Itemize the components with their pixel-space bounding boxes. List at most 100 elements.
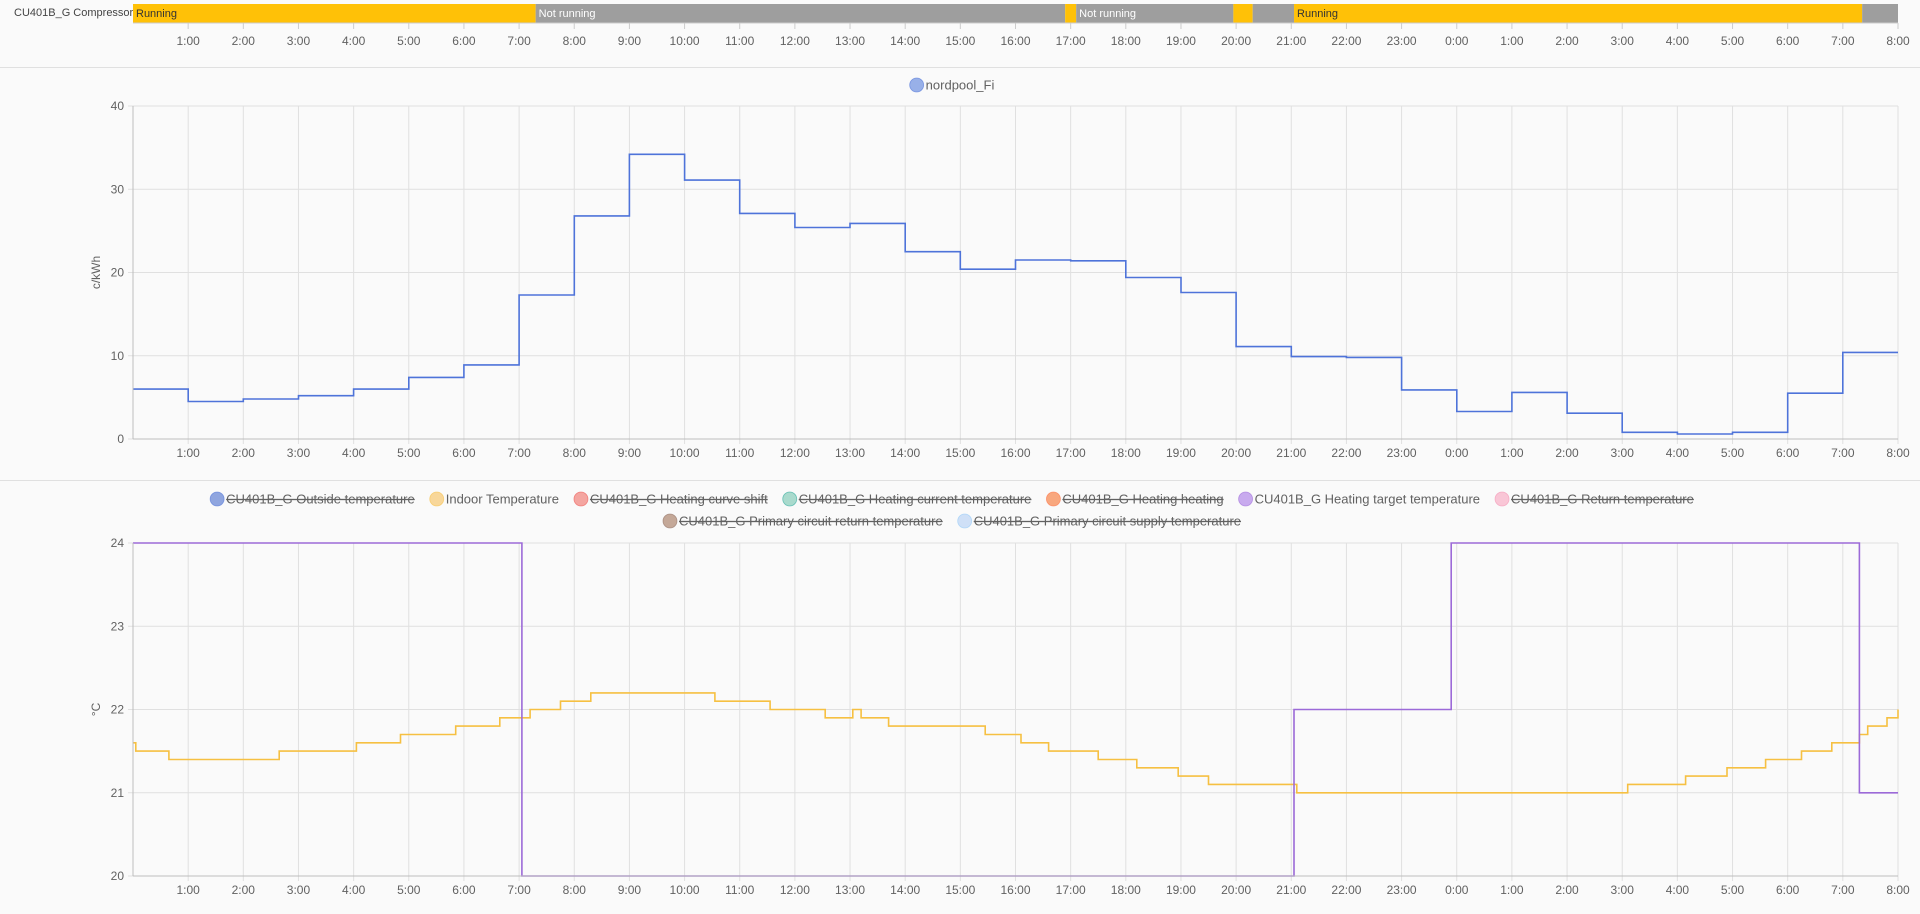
legend-item[interactable]: CU401B_G Heating curve shift	[573, 491, 768, 507]
timeline-tick-label: 19:00	[1166, 34, 1196, 48]
x-tick-label: 2:00	[232, 883, 256, 897]
x-tick-label: 7:00	[507, 883, 531, 897]
legend-swatch	[1046, 491, 1061, 507]
x-tick-label: 16:00	[1000, 446, 1030, 460]
legend-item[interactable]: CU401B_G Return temperature	[1494, 491, 1694, 507]
x-tick-label: 6:00	[452, 446, 476, 460]
x-tick-label: 20:00	[1221, 883, 1251, 897]
timeline-tick-label: 10:00	[670, 34, 700, 48]
x-tick-label: 7:00	[507, 446, 531, 460]
x-tick-label: 2:00	[1555, 446, 1579, 460]
legend-item[interactable]: CU401B_G Outside temperature	[209, 492, 415, 507]
x-tick-label: 10:00	[670, 446, 700, 460]
timeline-tick-label: 4:00	[1666, 34, 1690, 48]
legend-swatch	[662, 513, 678, 529]
x-tick-label: 5:00	[1721, 446, 1745, 460]
series-line[interactable]	[133, 153, 1898, 435]
timeline-tick-label: 23:00	[1387, 34, 1417, 48]
legend-label: CU401B_G Heating heating	[1062, 492, 1223, 507]
timeline-segment-label: Not running	[539, 8, 596, 20]
legend-swatch	[573, 491, 589, 507]
timeline-segment[interactable]	[133, 4, 536, 23]
x-tick-label: 23:00	[1387, 446, 1417, 460]
legend-swatch	[957, 513, 973, 529]
timeline-tick-label: 6:00	[452, 34, 476, 48]
timeline-tick-label: 13:00	[835, 34, 865, 48]
timeline-tick-label: 2:00	[232, 34, 256, 48]
timeline-tick-label: 20:00	[1221, 34, 1251, 48]
timeline-tick-label: 5:00	[397, 34, 421, 48]
x-tick-label: 4:00	[342, 446, 366, 460]
x-tick-label: 3:00	[1611, 883, 1635, 897]
legend-label: nordpool_Fi	[926, 78, 995, 93]
x-tick-label: 3:00	[1611, 446, 1635, 460]
x-tick-label: 3:00	[287, 446, 311, 460]
series-line[interactable]	[133, 542, 1898, 877]
legend-item[interactable]: CU401B_G Heating target temperature	[1238, 491, 1480, 507]
x-tick-label: 6:00	[1776, 883, 1800, 897]
timeline-entity-label: CU401B_G Compressor	[14, 7, 134, 19]
y-tick-label: 23	[111, 619, 125, 633]
timeline-segment[interactable]	[1076, 4, 1234, 23]
x-tick-label: 4:00	[342, 883, 366, 897]
timeline-segment[interactable]	[1862, 4, 1898, 23]
timeline-tick-label: 5:00	[1721, 34, 1745, 48]
y-tick-label: 0	[117, 432, 124, 446]
x-tick-label: 8:00	[1886, 446, 1910, 460]
x-tick-label: 23:00	[1387, 883, 1417, 897]
x-tick-label: 1:00	[176, 883, 200, 897]
price-chart: nordpool_Fi 1:00 2:00 3:00 4:00 5:00 6:00 7:00…	[89, 78, 1910, 461]
x-tick-label: 19:00	[1166, 446, 1196, 460]
y-axis-title: °C	[89, 702, 103, 716]
legend-item[interactable]: Indoor Temperature	[429, 491, 559, 507]
timeline-segment[interactable]	[1233, 4, 1253, 23]
legend-label: CU401B_G Heating current temperature	[799, 492, 1032, 507]
temperature-chart: CU401B_G Outside temperature Indoor Tempe…	[89, 491, 1910, 898]
legend-label: CU401B_G Return temperature	[1511, 492, 1694, 507]
timeline-tick-label: 7:00	[1831, 34, 1855, 48]
x-tick-label: 22:00	[1331, 446, 1361, 460]
x-tick-label: 14:00	[890, 446, 920, 460]
y-tick-label: 20	[111, 266, 125, 280]
x-tick-label: 6:00	[1776, 446, 1800, 460]
legend-item[interactable]: CU401B_G Primary circuit return temperat…	[662, 513, 943, 529]
legend-item[interactable]: CU401B_G Heating current temperature	[782, 492, 1032, 507]
x-tick-label: 2:00	[232, 446, 256, 460]
timeline-tick-label: 2:00	[1555, 34, 1579, 48]
timeline-tick-label: 0:00	[1445, 34, 1469, 48]
legend-swatch	[429, 491, 445, 507]
y-tick-label: 40	[111, 99, 125, 113]
y-tick-label: 20	[111, 869, 125, 883]
x-tick-label: 13:00	[835, 446, 865, 460]
timeline-tick-label: 15:00	[945, 34, 975, 48]
timeline-segment[interactable]	[1294, 4, 1863, 23]
legend-item[interactable]: nordpool_Fi	[909, 78, 995, 93]
divider	[0, 67, 1920, 68]
timeline-segment[interactable]	[1065, 4, 1077, 23]
x-tick-label: 5:00	[1721, 883, 1745, 897]
timeline-tick-label: 9:00	[618, 34, 642, 48]
y-axis-title: c/kWh	[89, 256, 103, 289]
legend-label: CU401B_G Heating curve shift	[590, 492, 768, 507]
x-tick-label: 11:00	[725, 883, 754, 897]
legend-label: CU401B_G Primary circuit supply temperat…	[974, 514, 1241, 529]
timeline-tick-label: 8:00	[1886, 34, 1910, 48]
legend-item[interactable]: CU401B_G Primary circuit supply temperat…	[957, 513, 1241, 529]
x-tick-label: 21:00	[1276, 446, 1306, 460]
timeline-tick-label: 22:00	[1331, 34, 1361, 48]
x-tick-label: 0:00	[1445, 446, 1469, 460]
legend-item[interactable]: CU401B_G Heating heating	[1046, 491, 1224, 507]
series-line[interactable]	[133, 692, 1899, 794]
timeline-segment[interactable]	[1252, 4, 1295, 23]
timeline-tick-label: 21:00	[1276, 34, 1306, 48]
timeline-segment[interactable]	[535, 4, 1066, 23]
x-tick-label: 16:00	[1000, 883, 1030, 897]
legend-swatch	[1494, 491, 1510, 507]
x-tick-label: 7:00	[1831, 446, 1855, 460]
legend-label: Indoor Temperature	[446, 492, 559, 507]
legend-swatch	[1238, 491, 1253, 507]
x-tick-label: 17:00	[1056, 883, 1086, 897]
x-tick-label: 1:00	[176, 446, 200, 460]
x-tick-label: 8:00	[563, 883, 587, 897]
x-tick-label: 18:00	[1111, 446, 1141, 460]
